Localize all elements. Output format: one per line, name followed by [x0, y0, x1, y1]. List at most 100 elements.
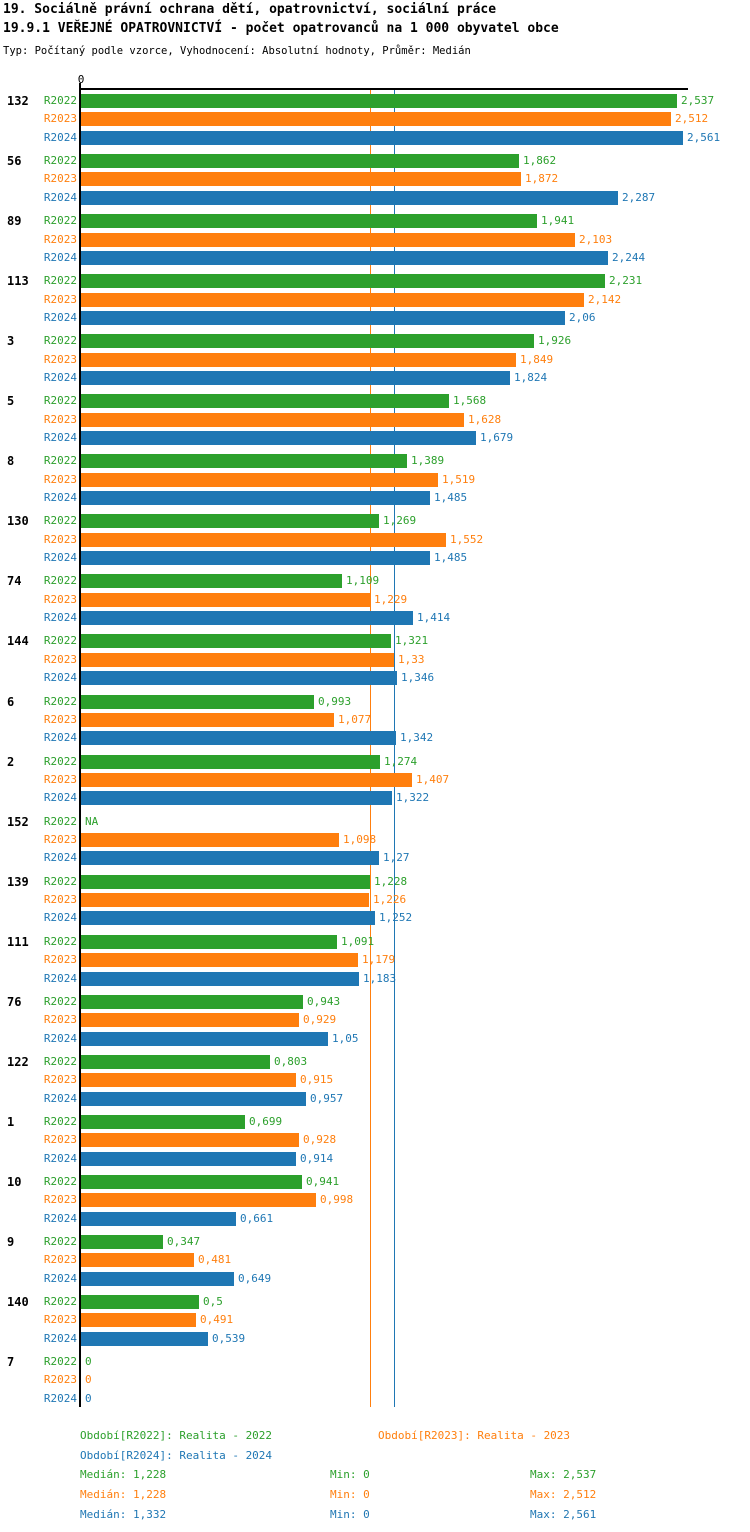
bar-value-label: 0 — [85, 1391, 92, 1405]
axis-zero-label: 0 — [77, 73, 85, 86]
series-label-r2023: R2023 — [43, 893, 77, 907]
bar-r2023 — [81, 1313, 196, 1328]
bar-value-label: 1,568 — [453, 394, 487, 408]
bar-value-label: 1,109 — [346, 574, 380, 588]
bar-r2023 — [81, 412, 464, 427]
series-label-r2023: R2023 — [43, 1313, 77, 1327]
bar-r2022 — [81, 274, 605, 289]
bar-value-label: 0,929 — [303, 1013, 337, 1027]
bar-r2024 — [81, 1151, 296, 1166]
bar-value-label: 2,103 — [579, 232, 613, 246]
bar-value-label: 1,407 — [416, 772, 450, 786]
series-label-r2023: R2023 — [43, 1253, 77, 1267]
category-label: 152 — [7, 814, 29, 829]
bar-value-label: 1,389 — [411, 454, 445, 468]
bar-r2022 — [81, 994, 303, 1009]
series-label-r2023: R2023 — [43, 953, 77, 967]
series-label-r2024: R2024 — [43, 491, 77, 505]
series-label-r2024: R2024 — [43, 911, 77, 925]
series-label-r2023: R2023 — [43, 772, 77, 786]
series-label-r2023: R2023 — [43, 532, 77, 546]
bar-r2022 — [81, 1295, 199, 1309]
bar-r2023 — [81, 172, 521, 187]
stat-median-r2022: Medián: 1,228 — [80, 1468, 167, 1481]
bar-r2022 — [81, 394, 449, 409]
bar-value-label: 1,628 — [468, 412, 502, 426]
bar-r2022 — [81, 1114, 245, 1129]
bar-value-label: 1,321 — [395, 634, 429, 648]
bar-r2023 — [81, 232, 575, 247]
bar-value-label: 1,274 — [384, 754, 418, 768]
bar-r2022 — [81, 694, 314, 709]
bar-value-label: 1,342 — [400, 731, 434, 745]
bar-value-label: 0,998 — [320, 1193, 354, 1207]
series-label-r2023: R2023 — [43, 1373, 77, 1387]
series-label-r2024: R2024 — [43, 551, 77, 565]
stat-min-r2022: Min: 0 — [330, 1468, 370, 1481]
bar-value-label: 0,481 — [198, 1253, 232, 1267]
bar-r2024 — [81, 130, 683, 145]
series-label-r2022: R2022 — [43, 94, 77, 107]
series-label-r2023: R2023 — [43, 352, 77, 366]
series-label-r2022: R2022 — [43, 454, 77, 468]
stat-min-r2023: Min: 0 — [330, 1488, 370, 1501]
series-label-r2023: R2023 — [43, 412, 77, 426]
bar-value-label: 1,322 — [396, 791, 430, 805]
bar-value-label: 0,649 — [238, 1271, 272, 1285]
series-label-r2022: R2022 — [43, 1234, 77, 1248]
series-label-r2022: R2022 — [43, 394, 77, 408]
bar-r2024 — [81, 611, 413, 626]
bar-r2024 — [81, 731, 396, 746]
category-label: 76 — [7, 994, 22, 1009]
series-label-r2023: R2023 — [43, 112, 77, 126]
series-label-r2023: R2023 — [43, 592, 77, 606]
bar-r2023 — [81, 1073, 296, 1088]
bar-value-label: 0,5 — [203, 1295, 223, 1308]
series-label-r2022: R2022 — [43, 1114, 77, 1128]
series-label-r2023: R2023 — [43, 1013, 77, 1027]
chart-title: 19.9.1 VEŘEJNÉ OPATROVNICTVÍ - počet opa… — [3, 21, 559, 36]
series-label-r2024: R2024 — [43, 671, 77, 685]
bar-value-label: 0,915 — [300, 1073, 334, 1087]
bar-r2022 — [81, 1174, 302, 1189]
series-label-r2022: R2022 — [43, 694, 77, 708]
series-label-r2024: R2024 — [43, 130, 77, 144]
bar-r2022 — [81, 754, 380, 769]
category-label: 10 — [7, 1174, 22, 1189]
series-label-r2023: R2023 — [43, 652, 77, 666]
bar-r2023 — [81, 712, 334, 727]
x-axis-line — [79, 88, 688, 90]
bar-value-label: 0,661 — [240, 1211, 274, 1225]
bar-r2023 — [81, 292, 584, 307]
bar-value-label: 0,914 — [300, 1151, 334, 1165]
category-label: 139 — [7, 874, 29, 889]
bar-r2023 — [81, 1013, 299, 1028]
category-label: 56 — [7, 154, 22, 169]
bar-r2023 — [81, 592, 370, 607]
category-label: 1 — [7, 1114, 15, 1129]
series-label-r2024: R2024 — [43, 250, 77, 264]
category-label: 89 — [7, 214, 22, 229]
bar-r2024 — [81, 671, 397, 686]
bar-r2023 — [81, 652, 394, 667]
series-label-r2022: R2022 — [43, 214, 77, 228]
bar-r2023 — [81, 112, 671, 127]
category-label: 144 — [7, 634, 29, 649]
bar-r2022 — [81, 874, 370, 889]
series-label-r2023: R2023 — [43, 472, 77, 486]
page-title: 19. Sociálně právní ochrana dětí, opatro… — [3, 2, 497, 17]
bar-r2024 — [81, 551, 430, 566]
series-label-r2022: R2022 — [43, 154, 77, 168]
bar-value-label: 1,519 — [442, 472, 476, 486]
bar-value-label: 1,098 — [343, 833, 377, 846]
category-label: 111 — [7, 934, 29, 949]
bar-value-label: 2,537 — [681, 94, 715, 107]
series-label-r2023: R2023 — [43, 712, 77, 726]
series-label-r2024: R2024 — [43, 611, 77, 625]
bar-r2022 — [81, 94, 677, 108]
bar-r2022 — [81, 1054, 270, 1069]
series-label-r2024: R2024 — [43, 310, 77, 324]
bar-r2024 — [81, 431, 476, 446]
series-label-r2022: R2022 — [43, 874, 77, 888]
stat-max-r2023: Max: 2,512 — [530, 1488, 597, 1501]
